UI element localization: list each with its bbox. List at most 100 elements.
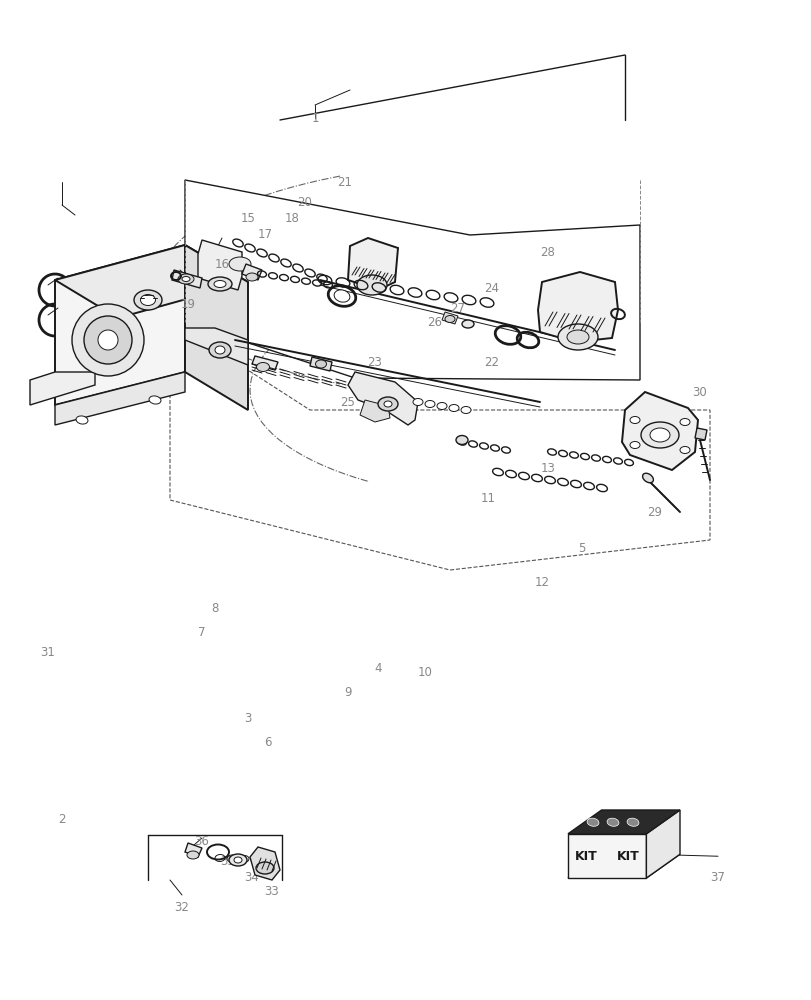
- Text: 34: 34: [244, 871, 260, 884]
- Polygon shape: [242, 264, 262, 280]
- Ellipse shape: [448, 404, 458, 412]
- Text: 33: 33: [264, 886, 279, 898]
- Polygon shape: [621, 392, 697, 470]
- Ellipse shape: [629, 442, 639, 448]
- Ellipse shape: [461, 320, 474, 328]
- Ellipse shape: [436, 402, 446, 410]
- Text: 35: 35: [221, 855, 235, 868]
- Text: 3: 3: [244, 711, 251, 724]
- Ellipse shape: [256, 362, 269, 371]
- Text: 1: 1: [311, 112, 319, 125]
- Ellipse shape: [208, 342, 230, 358]
- Polygon shape: [568, 834, 646, 878]
- Ellipse shape: [187, 851, 199, 859]
- Ellipse shape: [586, 818, 599, 826]
- Text: 37: 37: [710, 871, 724, 884]
- Text: 10: 10: [417, 666, 432, 678]
- Polygon shape: [538, 272, 617, 342]
- Text: 26: 26: [427, 316, 442, 328]
- Text: 5: 5: [577, 542, 585, 554]
- Ellipse shape: [140, 294, 156, 306]
- Ellipse shape: [424, 400, 435, 408]
- Ellipse shape: [607, 818, 618, 826]
- Text: 15: 15: [240, 212, 255, 225]
- Polygon shape: [55, 245, 247, 318]
- Ellipse shape: [72, 304, 144, 376]
- Ellipse shape: [557, 324, 597, 350]
- Text: 17: 17: [257, 229, 272, 241]
- Polygon shape: [441, 312, 457, 324]
- Polygon shape: [250, 847, 280, 880]
- Text: 19: 19: [180, 298, 195, 312]
- Polygon shape: [251, 356, 277, 370]
- Ellipse shape: [149, 396, 161, 404]
- Polygon shape: [568, 810, 679, 834]
- Ellipse shape: [384, 401, 392, 407]
- Text: 9: 9: [344, 686, 351, 698]
- Ellipse shape: [642, 473, 653, 483]
- Ellipse shape: [229, 257, 251, 271]
- Ellipse shape: [178, 274, 194, 284]
- Text: 8: 8: [211, 601, 218, 614]
- Ellipse shape: [76, 416, 88, 424]
- Polygon shape: [198, 240, 242, 290]
- Ellipse shape: [134, 290, 162, 310]
- Polygon shape: [185, 328, 247, 365]
- Ellipse shape: [98, 330, 118, 350]
- Text: 29: 29: [646, 506, 662, 518]
- Ellipse shape: [649, 428, 669, 442]
- Polygon shape: [359, 400, 389, 422]
- Ellipse shape: [255, 862, 273, 874]
- Ellipse shape: [679, 446, 689, 454]
- Text: 20: 20: [297, 196, 312, 209]
- Text: KIT: KIT: [574, 850, 597, 863]
- Ellipse shape: [413, 398, 423, 406]
- Text: 22: 22: [484, 356, 499, 368]
- Ellipse shape: [333, 290, 350, 302]
- Text: 24: 24: [484, 282, 499, 294]
- Polygon shape: [172, 270, 202, 288]
- Polygon shape: [55, 372, 185, 425]
- Text: 36: 36: [195, 835, 209, 848]
- Ellipse shape: [444, 316, 454, 322]
- Text: 18: 18: [284, 212, 299, 225]
- Ellipse shape: [629, 416, 639, 424]
- Polygon shape: [185, 245, 247, 410]
- Text: KIT: KIT: [616, 850, 639, 863]
- Polygon shape: [55, 245, 185, 405]
- Ellipse shape: [626, 818, 638, 826]
- Ellipse shape: [357, 275, 387, 295]
- Polygon shape: [185, 180, 639, 380]
- Ellipse shape: [215, 346, 225, 354]
- Text: 6: 6: [264, 735, 272, 748]
- Text: 2: 2: [58, 813, 66, 826]
- Ellipse shape: [234, 857, 242, 863]
- Polygon shape: [348, 238, 397, 290]
- Polygon shape: [310, 357, 332, 371]
- Text: 16: 16: [214, 258, 230, 271]
- Ellipse shape: [640, 422, 678, 448]
- Text: 25: 25: [340, 395, 355, 408]
- Ellipse shape: [246, 273, 258, 281]
- Text: 7: 7: [198, 626, 205, 638]
- Ellipse shape: [229, 854, 247, 866]
- Polygon shape: [30, 372, 95, 405]
- Ellipse shape: [84, 316, 132, 364]
- Ellipse shape: [315, 360, 326, 368]
- Text: 32: 32: [174, 901, 189, 914]
- Text: 12: 12: [534, 576, 549, 588]
- Ellipse shape: [679, 418, 689, 426]
- Text: 14: 14: [637, 401, 652, 414]
- Polygon shape: [568, 854, 679, 878]
- Ellipse shape: [214, 280, 225, 288]
- Text: 30: 30: [692, 385, 706, 398]
- Text: 23: 23: [367, 356, 382, 368]
- Text: 28: 28: [540, 245, 555, 258]
- Ellipse shape: [208, 277, 232, 291]
- Ellipse shape: [461, 406, 470, 414]
- Text: 13: 13: [540, 462, 555, 475]
- Text: 11: 11: [480, 491, 495, 504]
- Text: 4: 4: [374, 662, 381, 674]
- Ellipse shape: [378, 397, 397, 411]
- Text: 27: 27: [450, 302, 465, 314]
